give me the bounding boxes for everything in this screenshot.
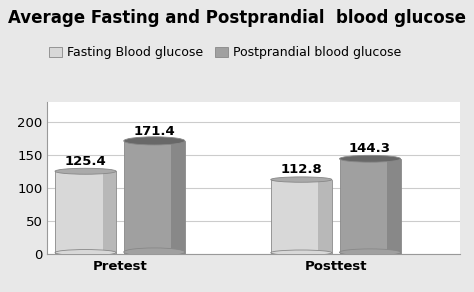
Ellipse shape [55,168,116,174]
Bar [103,171,116,254]
Text: 171.4: 171.4 [134,125,175,138]
Bar [55,171,116,254]
Bar [319,180,332,254]
Ellipse shape [339,249,401,256]
Bar [124,141,185,254]
Text: 112.8: 112.8 [281,163,322,176]
Ellipse shape [271,177,332,182]
Bar [271,180,332,254]
Ellipse shape [271,250,332,256]
Bar [172,141,185,254]
Text: 144.3: 144.3 [349,142,391,155]
Ellipse shape [55,250,116,256]
Bar [339,159,401,254]
Text: 125.4: 125.4 [65,155,107,168]
Ellipse shape [124,248,185,256]
Legend: Fasting Blood glucose, Postprandial blood glucose: Fasting Blood glucose, Postprandial bloo… [44,41,406,64]
Ellipse shape [339,155,401,162]
Ellipse shape [124,137,185,145]
Bar [387,159,401,254]
Text: Average Fasting and Postprandial  blood glucose: Average Fasting and Postprandial blood g… [8,9,466,27]
